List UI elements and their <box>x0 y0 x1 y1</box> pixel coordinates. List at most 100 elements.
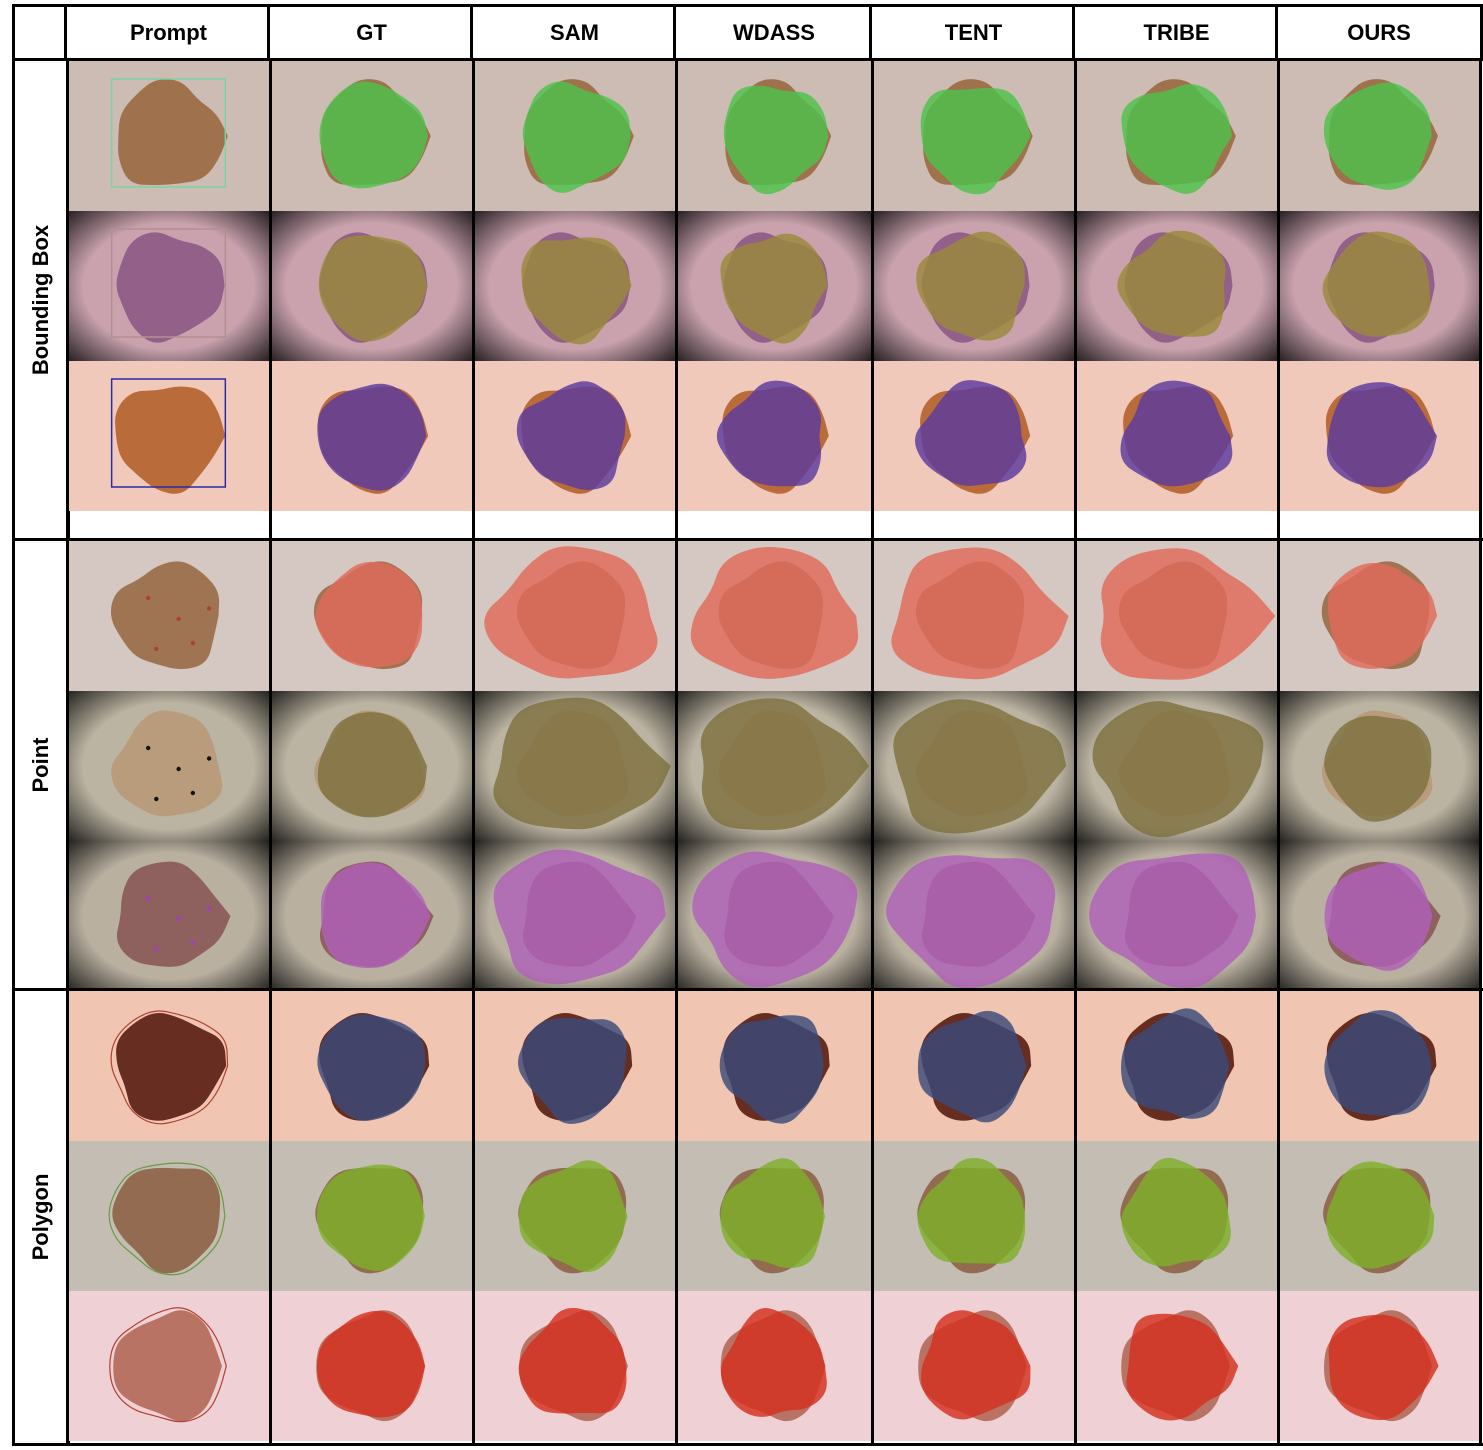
segmentation-mask <box>484 546 658 679</box>
grid-line <box>1073 58 1077 1446</box>
dermoscopy-image <box>676 1141 872 1291</box>
dermoscopy-image <box>270 211 473 361</box>
dermoscopy-image <box>270 1141 473 1291</box>
result-image-gt <box>270 841 473 991</box>
result-image-sam <box>473 691 676 841</box>
group-label: Point <box>28 737 53 792</box>
dermoscopy-image <box>872 991 1075 1141</box>
group-bounding-box: Bounding Box <box>12 58 70 541</box>
grid-line <box>64 1443 1483 1446</box>
dermoscopy-image <box>270 991 473 1141</box>
segmentation-mask <box>723 85 829 195</box>
prompt-point <box>154 796 159 802</box>
grid-line <box>471 58 475 1446</box>
result-image-tribe <box>1075 61 1278 211</box>
prompt-point <box>154 646 159 652</box>
grid-line <box>870 58 874 1446</box>
result-image-wdass <box>676 1291 872 1441</box>
segmentation-mask <box>1324 1010 1432 1116</box>
dermoscopy-image <box>473 211 676 361</box>
segmentation-mask <box>1121 1157 1231 1267</box>
dermoscopy-image <box>67 211 270 361</box>
result-image-sam <box>473 1141 676 1291</box>
result-image-wdass <box>676 991 872 1141</box>
segmentation-mask <box>700 698 870 831</box>
dermoscopy-image <box>1278 841 1480 991</box>
result-image-wdass <box>676 61 872 211</box>
dermoscopy-image <box>1075 1291 1278 1441</box>
prompt-point <box>206 606 212 611</box>
grid-line <box>1276 58 1280 1446</box>
result-image-prompt <box>67 841 270 991</box>
dermoscopy-image <box>473 691 676 841</box>
prompt-box <box>110 228 227 338</box>
result-image-prompt <box>67 361 270 511</box>
dermoscopy-image <box>270 541 473 691</box>
result-image-ours <box>1278 211 1480 361</box>
lesion <box>115 386 226 494</box>
segmentation-mask <box>493 849 666 985</box>
dermoscopy-image <box>67 541 270 691</box>
result-image-tribe <box>1075 361 1278 511</box>
dermoscopy-image <box>1278 691 1480 841</box>
column-header-sam: SAM <box>470 4 679 61</box>
result-image-tent <box>872 1291 1075 1441</box>
dermoscopy-image <box>1278 1141 1480 1291</box>
result-image-gt <box>270 991 473 1141</box>
result-image-tent <box>872 691 1075 841</box>
lesion <box>111 710 223 817</box>
segmentation-mask <box>516 381 626 490</box>
prompt-box <box>110 378 227 488</box>
dermoscopy-image <box>1278 991 1480 1141</box>
prompt-point <box>154 946 159 952</box>
grid-line <box>64 58 1483 61</box>
result-image-tent <box>872 841 1075 991</box>
dermoscopy-image <box>67 991 270 1141</box>
column-header-tent: TENT <box>869 4 1078 61</box>
segmentation-mask <box>720 233 828 344</box>
dermoscopy-image <box>1075 211 1278 361</box>
prompt-box <box>110 78 227 188</box>
result-image-prompt <box>67 1141 270 1291</box>
segmentation-mask <box>493 697 671 830</box>
dermoscopy-image <box>473 991 676 1141</box>
result-image-gt <box>270 61 473 211</box>
segmentation-mask <box>721 1308 827 1417</box>
segmentation-mask <box>893 699 1067 834</box>
result-image-gt <box>270 211 473 361</box>
segmentation-mask <box>1323 82 1432 190</box>
prompt-point <box>190 790 196 796</box>
prompt-point <box>176 616 181 622</box>
result-image-prompt <box>67 991 270 1141</box>
segmentation-mask <box>917 1157 1026 1264</box>
segmentation-mask <box>518 1017 627 1124</box>
segmentation-mask <box>1100 548 1276 680</box>
dermoscopy-image <box>67 61 270 211</box>
result-image-gt <box>270 1291 473 1441</box>
segmentation-mask <box>315 561 423 668</box>
result-image-prompt <box>67 1291 270 1441</box>
result-image-tribe <box>1075 1291 1278 1441</box>
dermoscopy-image <box>676 211 872 361</box>
group-label: Polygon <box>28 1173 53 1261</box>
dermoscopy-image <box>67 1141 270 1291</box>
segmentation-mask <box>719 1015 824 1124</box>
segmentation-mask <box>1327 562 1438 669</box>
prompt-point <box>146 745 151 751</box>
result-image-ours <box>1278 361 1480 511</box>
result-image-sam <box>473 1291 676 1441</box>
result-image-tent <box>872 61 1075 211</box>
dermoscopy-image <box>270 61 473 211</box>
dermoscopy-image <box>676 841 872 991</box>
result-image-wdass <box>676 211 872 361</box>
dermoscopy-image <box>1278 61 1480 211</box>
header-corner <box>12 4 70 61</box>
group-label: Bounding Box <box>28 224 53 375</box>
result-image-ours <box>1278 991 1480 1141</box>
segmentation-mask <box>891 547 1069 680</box>
result-image-prompt <box>67 691 270 841</box>
dermoscopy-image <box>1278 361 1480 511</box>
segmentation-mask <box>1120 380 1233 487</box>
segmentation-mask <box>692 851 858 988</box>
result-image-wdass <box>676 691 872 841</box>
